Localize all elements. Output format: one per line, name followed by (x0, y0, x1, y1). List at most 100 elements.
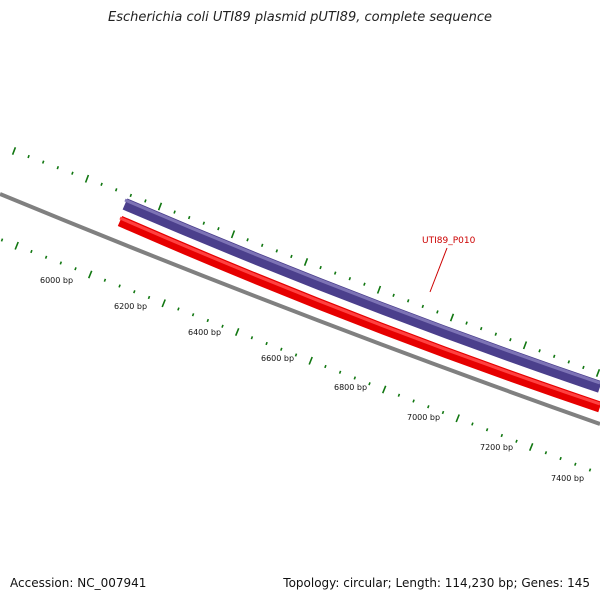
minor-tick (173, 210, 176, 214)
minor-tick (588, 468, 592, 472)
scale-label: 6800 bp (334, 383, 367, 392)
minor-tick (71, 171, 74, 175)
minor-tick (147, 295, 151, 300)
gene-label: UTI89_P010 (422, 236, 476, 246)
minor-tick (559, 456, 562, 461)
minor-tick (294, 353, 298, 357)
major-tick (308, 356, 313, 365)
minor-tick (406, 299, 410, 303)
minor-tick (544, 451, 548, 455)
gene-track-forward (122, 198, 600, 393)
minor-tick (250, 336, 254, 340)
minor-tick (500, 433, 504, 438)
scale-labels: 6000 bp 6200 bp 6400 bp 6600 bp 6800 bp 7000 … (40, 276, 584, 483)
gene-track-reverse-highlight (119, 216, 600, 406)
minor-tick (348, 276, 352, 281)
minor-tick (30, 249, 33, 254)
minor-tick (436, 310, 439, 314)
minor-tick (41, 160, 45, 164)
major-tick (303, 258, 309, 266)
scale-label: 6000 bp (40, 276, 73, 285)
major-tick (157, 202, 163, 211)
minor-tick (319, 265, 322, 270)
minor-tick (538, 349, 541, 353)
minor-tick (0, 238, 4, 242)
minor-tick (74, 267, 77, 271)
gene-track-forward-highlight (124, 198, 600, 385)
minor-tick (114, 188, 118, 192)
major-tick (455, 414, 460, 423)
minor-tick (427, 405, 430, 409)
minor-tick (515, 439, 518, 443)
minor-tick (260, 243, 264, 248)
minor-tick (206, 318, 210, 323)
outer-tick-marks (11, 147, 600, 377)
minor-tick (574, 462, 577, 466)
minor-tick (133, 290, 136, 294)
major-tick (381, 385, 387, 394)
minor-tick (441, 410, 445, 415)
minor-tick (392, 293, 395, 297)
gene-track-reverse (117, 215, 600, 413)
major-tick (528, 442, 534, 452)
minor-tick (338, 370, 342, 374)
backbone-line (0, 192, 600, 426)
minor-tick (333, 271, 337, 275)
major-tick (595, 369, 600, 377)
major-tick (230, 230, 236, 239)
major-tick (84, 174, 90, 183)
minor-tick (217, 227, 220, 231)
minor-tick (368, 382, 371, 386)
minor-tick (363, 282, 366, 286)
minor-tick (100, 182, 103, 186)
minor-tick (221, 324, 224, 328)
minor-tick (567, 360, 571, 364)
gene-label-pointer (429, 247, 448, 293)
minor-tick (582, 365, 585, 370)
minor-tick (246, 238, 249, 242)
topology-summary: Topology: circular; Length: 114,230 bp; … (283, 576, 590, 590)
minor-tick (56, 165, 60, 170)
major-tick (14, 241, 19, 250)
major-tick (522, 341, 528, 350)
scale-label: 7000 bp (407, 413, 440, 422)
minor-tick (265, 341, 268, 346)
minor-tick (202, 221, 206, 225)
major-tick (376, 285, 382, 294)
minor-tick (280, 347, 283, 351)
map-title: Escherichia coli UTI89 plasmid pUTI89, c… (108, 10, 492, 25)
minor-tick (129, 193, 133, 198)
minor-tick (353, 376, 357, 380)
accession-text: Accession: NC_007941 (10, 576, 147, 590)
major-tick (11, 147, 17, 155)
major-tick (449, 313, 455, 322)
minor-tick (59, 261, 63, 265)
scale-label: 7400 bp (551, 474, 584, 483)
scale-label: 6200 bp (114, 302, 147, 311)
minor-tick (290, 254, 293, 259)
minor-tick (421, 304, 425, 309)
inner-tick-marks (0, 238, 592, 472)
scale-label: 7200 bp (480, 443, 513, 452)
minor-tick (324, 364, 327, 369)
minor-tick (191, 313, 195, 317)
minor-tick (144, 199, 147, 203)
major-tick (161, 299, 166, 308)
minor-tick (275, 249, 279, 253)
minor-tick (177, 307, 180, 311)
scale-label: 6400 bp (188, 328, 221, 337)
minor-tick (552, 354, 556, 359)
minor-tick (509, 338, 512, 342)
scale-label: 6600 bp (261, 354, 294, 363)
minor-tick (397, 393, 401, 397)
minor-tick (27, 154, 30, 159)
minor-tick (485, 428, 489, 432)
major-tick (234, 327, 240, 337)
major-tick (87, 270, 93, 279)
minor-tick (471, 422, 474, 426)
minor-tick (44, 255, 48, 259)
minor-tick (479, 326, 483, 331)
minor-tick (103, 278, 107, 282)
minor-tick (465, 321, 468, 325)
